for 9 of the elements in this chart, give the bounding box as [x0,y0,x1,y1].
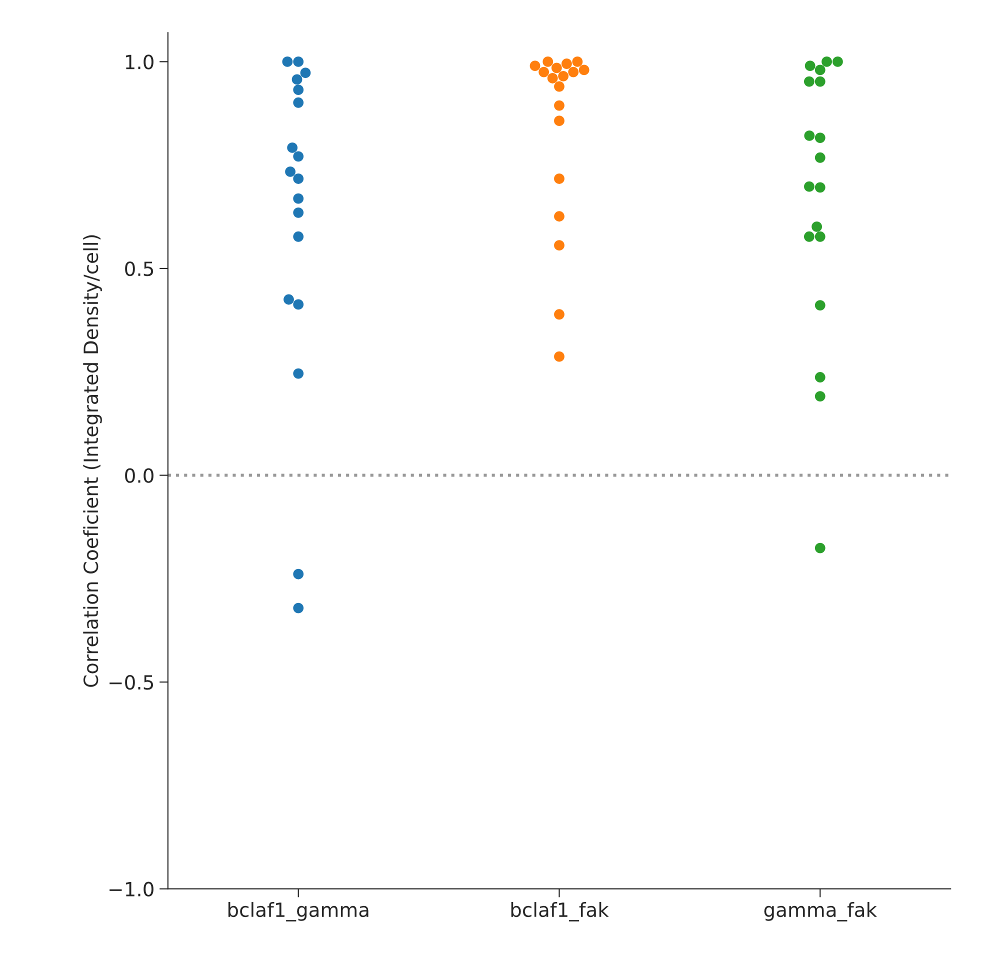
y-tick-label: −0.5 [110,675,154,690]
y-tick-label: 1.0 [126,54,154,70]
x-tick-label: gamma_fak [764,902,877,922]
x-tick-label: bclaf1_gamma [228,902,368,922]
y-tick-label: −1.0 [110,882,154,897]
y-axis-title: Correlation Coeficient (Integrated Density/cell) [83,235,102,687]
y-tick-label: 0.5 [125,261,154,276]
y-tick-label: 0.0 [125,468,154,483]
x-tick-label: bclaf1_fak [511,902,609,922]
